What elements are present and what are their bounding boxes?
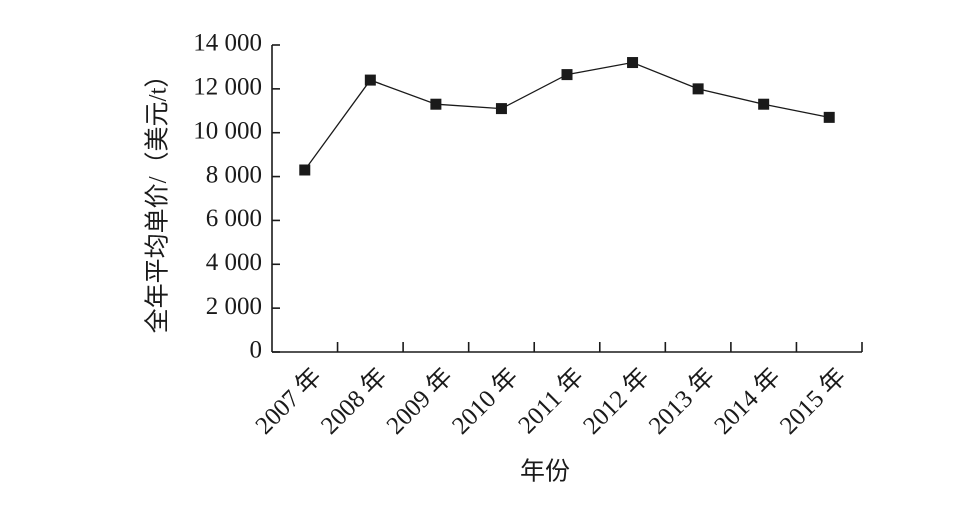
x-tick-label: 2011 年 bbox=[513, 362, 590, 439]
marker bbox=[364, 74, 376, 86]
y-tick-label: 10 000 bbox=[193, 117, 262, 144]
x-tick-label: 2014 年 bbox=[709, 362, 786, 439]
y-tick-label: 4 000 bbox=[206, 249, 262, 276]
x-tick-label: 2015 年 bbox=[774, 362, 851, 439]
marker bbox=[758, 98, 770, 110]
y-axis-label: 全年平均单价/（美元/t） bbox=[144, 63, 172, 334]
x-tick-label: 2007 年 bbox=[250, 362, 327, 439]
y-tick-label: 6 000 bbox=[206, 205, 262, 232]
y-tick-label: 2 000 bbox=[206, 293, 262, 320]
marker bbox=[495, 103, 507, 115]
x-tick-label: 2013 年 bbox=[643, 362, 720, 439]
y-tick-label: 12 000 bbox=[193, 74, 262, 101]
marker bbox=[299, 164, 311, 176]
x-tick-label: 2012 年 bbox=[578, 362, 655, 439]
marker bbox=[561, 69, 573, 81]
x-tick-label: 2009 年 bbox=[381, 362, 458, 439]
x-axis-label: 年份 bbox=[520, 458, 570, 486]
y-tick-label: 8 000 bbox=[206, 161, 262, 188]
x-tick-label: 2008 年 bbox=[315, 362, 392, 439]
marker bbox=[692, 83, 704, 95]
marker bbox=[627, 57, 639, 69]
y-tick-label: 14 000 bbox=[193, 30, 262, 57]
y-tick-label: 0 bbox=[250, 337, 263, 364]
marker bbox=[823, 111, 835, 123]
marker bbox=[430, 98, 442, 110]
x-tick-label: 2010 年 bbox=[446, 362, 523, 439]
